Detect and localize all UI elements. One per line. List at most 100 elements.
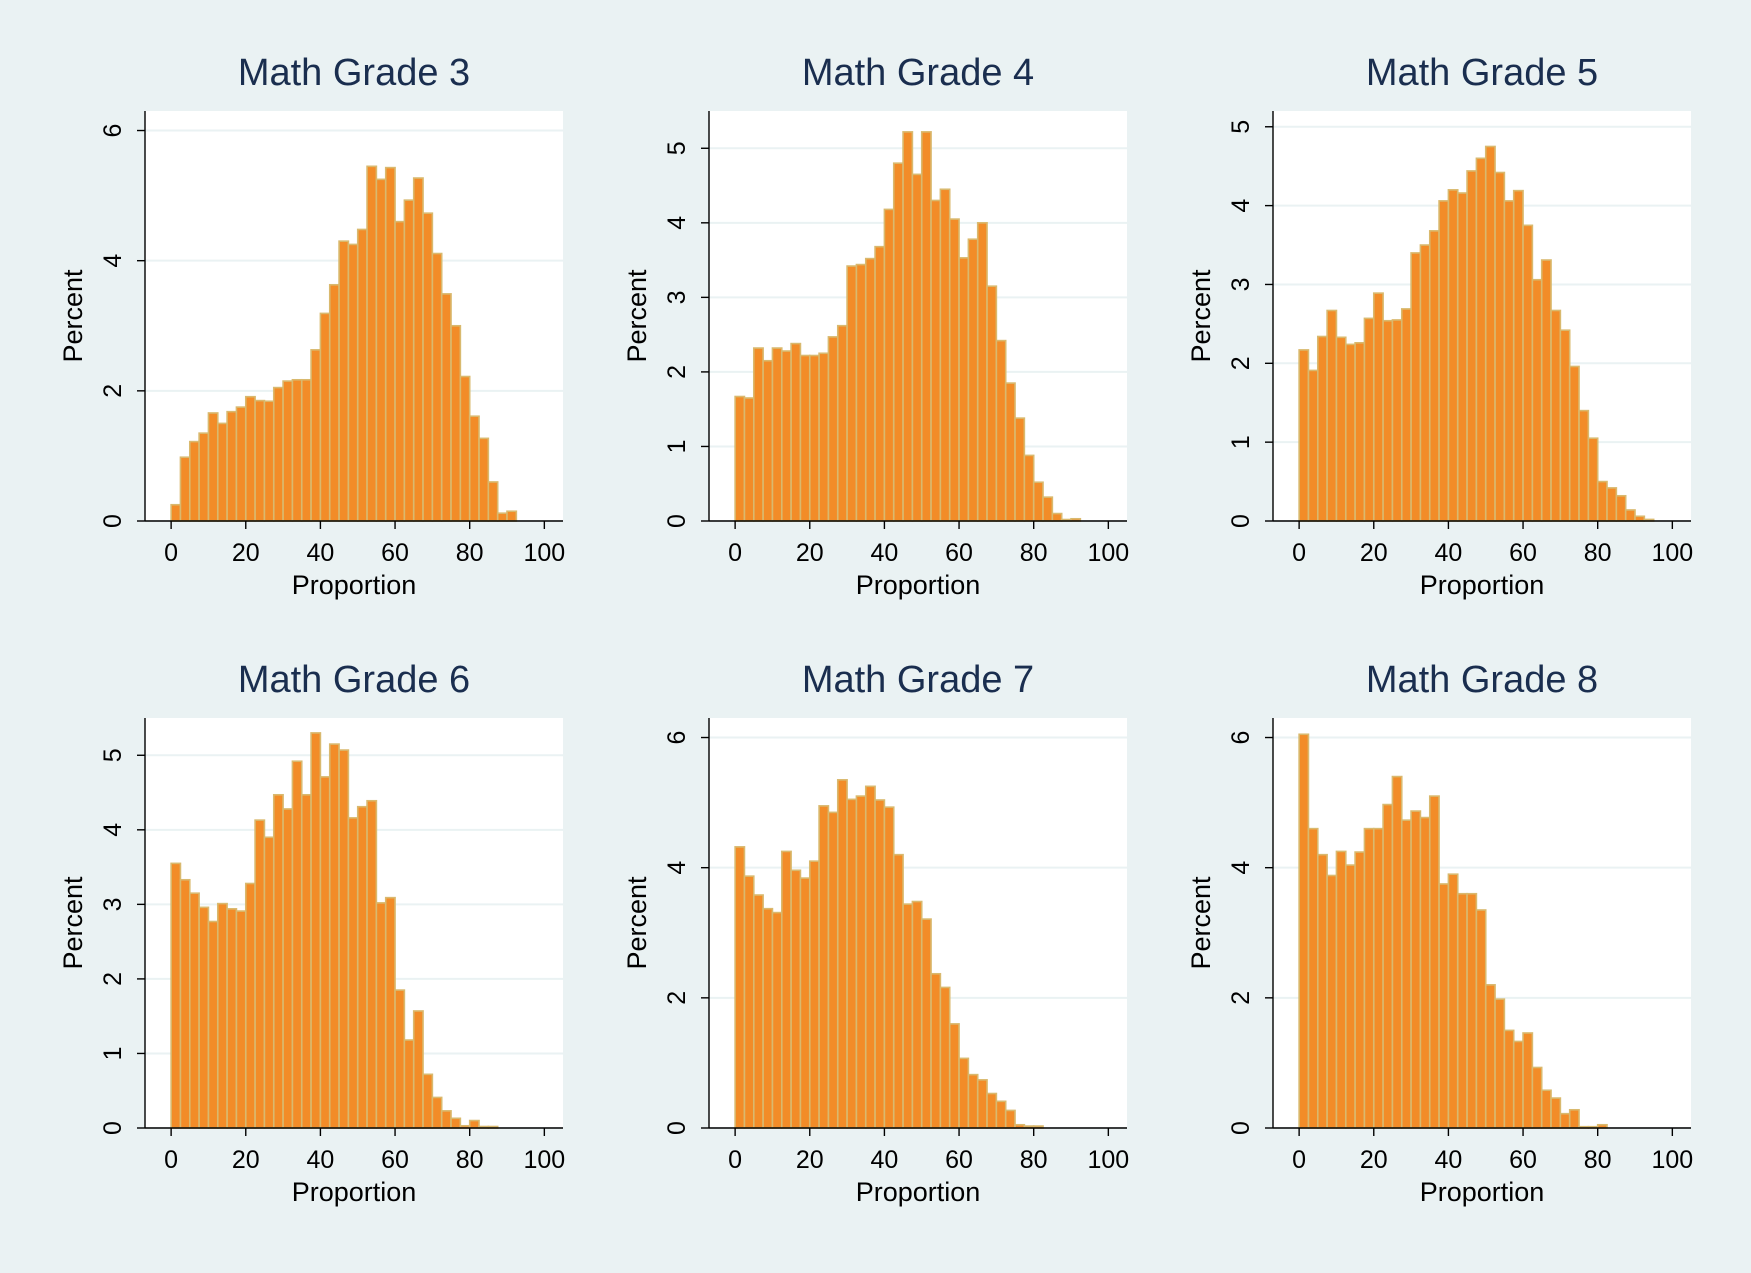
bar xyxy=(771,347,783,522)
bar xyxy=(855,795,867,1129)
bar xyxy=(1578,409,1590,522)
bar xyxy=(328,743,340,1129)
bar xyxy=(384,166,396,522)
x-tick-label: 40 xyxy=(307,1146,335,1174)
bar xyxy=(1550,1097,1562,1129)
bar xyxy=(799,877,811,1129)
x-tick-label: 80 xyxy=(1020,539,1048,567)
bar xyxy=(1004,382,1016,522)
bar xyxy=(1484,984,1496,1129)
bar xyxy=(1014,417,1026,522)
bar xyxy=(282,380,294,522)
bar xyxy=(216,902,228,1129)
bar xyxy=(1550,309,1562,522)
bar xyxy=(1419,816,1431,1129)
bar xyxy=(1326,874,1338,1129)
bar xyxy=(827,336,839,522)
bar xyxy=(1316,335,1328,522)
x-tick-label: 0 xyxy=(728,1146,742,1174)
bar xyxy=(1335,850,1347,1129)
bar xyxy=(468,1119,480,1129)
bar xyxy=(1503,200,1515,522)
x-tick-label: 0 xyxy=(728,539,742,567)
bar xyxy=(179,456,191,522)
bar xyxy=(291,760,303,1129)
bar xyxy=(1484,145,1496,522)
bar xyxy=(846,798,858,1129)
bar xyxy=(920,131,932,522)
bar xyxy=(734,395,746,522)
bar xyxy=(1615,494,1627,522)
x-axis-label: Proportion xyxy=(292,1177,417,1207)
chart-panel-3: 0 20 40 60 80 100 0 1 2 3 4 5 Math Grade 5 Proportion… xyxy=(1186,52,1693,600)
bar xyxy=(412,177,424,522)
bar xyxy=(198,906,210,1129)
bar xyxy=(762,907,774,1129)
chart-panel-2: 0 20 40 60 80 100 0 1 2 3 4 5 Math Grade 4 Proportion… xyxy=(622,52,1129,600)
y-tick-label: 2 xyxy=(1227,356,1255,370)
bar xyxy=(1335,336,1347,522)
bar xyxy=(319,776,331,1129)
bar xyxy=(1410,810,1422,1129)
y-tick-label: 3 xyxy=(99,897,127,911)
y-tick-label: 4 xyxy=(663,216,691,230)
bar xyxy=(1568,1108,1580,1129)
bar xyxy=(771,911,783,1129)
y-tick-label: 5 xyxy=(663,141,691,155)
bar xyxy=(450,324,462,522)
bar xyxy=(930,972,942,1129)
y-tick-label: 4 xyxy=(663,861,691,875)
bar xyxy=(1363,317,1375,522)
bar xyxy=(1410,252,1422,522)
bar xyxy=(375,178,387,522)
bar xyxy=(1456,192,1468,522)
x-tick-label: 80 xyxy=(456,539,484,567)
bar xyxy=(1456,892,1468,1129)
x-tick-label: 40 xyxy=(871,1146,899,1174)
bar xyxy=(1522,1032,1534,1129)
bar xyxy=(282,808,294,1129)
bar xyxy=(1512,1040,1524,1129)
bar xyxy=(366,165,378,522)
bar xyxy=(300,378,312,522)
bar xyxy=(1494,998,1506,1129)
bar xyxy=(864,785,876,1129)
bar xyxy=(506,510,518,522)
bar xyxy=(836,779,848,1129)
x-tick-label: 20 xyxy=(796,1146,824,1174)
x-tick-label: 100 xyxy=(523,1146,565,1174)
bar xyxy=(752,347,764,522)
y-tick-label: 3 xyxy=(1227,278,1255,292)
bar xyxy=(207,920,219,1129)
bar xyxy=(1400,819,1412,1129)
bar xyxy=(1466,170,1478,522)
bar xyxy=(948,218,960,522)
x-tick-label: 60 xyxy=(945,539,973,567)
bar xyxy=(300,793,312,1129)
x-tick-label: 80 xyxy=(1584,539,1612,567)
bar xyxy=(1391,775,1403,1129)
bar xyxy=(422,1073,434,1129)
x-tick-label: 0 xyxy=(1292,1146,1306,1174)
y-tick-label: 0 xyxy=(663,514,691,528)
bar xyxy=(976,222,988,522)
x-tick-label: 60 xyxy=(381,1146,409,1174)
bar xyxy=(338,240,350,522)
x-tick-label: 20 xyxy=(232,1146,260,1174)
bar xyxy=(1494,171,1506,522)
bar xyxy=(958,1057,970,1129)
bar xyxy=(986,285,998,522)
x-tick-label: 80 xyxy=(1584,1146,1612,1174)
bar xyxy=(902,131,914,522)
x-tick-label: 100 xyxy=(1087,1146,1129,1174)
bar xyxy=(976,1079,988,1129)
bar xyxy=(818,352,830,522)
bar xyxy=(272,386,284,522)
bar xyxy=(1298,349,1310,522)
bar xyxy=(892,162,904,522)
bar xyxy=(403,1039,415,1129)
chart-title: Math Grade 3 xyxy=(238,52,470,94)
bar xyxy=(1447,873,1459,1129)
y-tick-label: 0 xyxy=(1227,514,1255,528)
bar xyxy=(939,986,951,1129)
